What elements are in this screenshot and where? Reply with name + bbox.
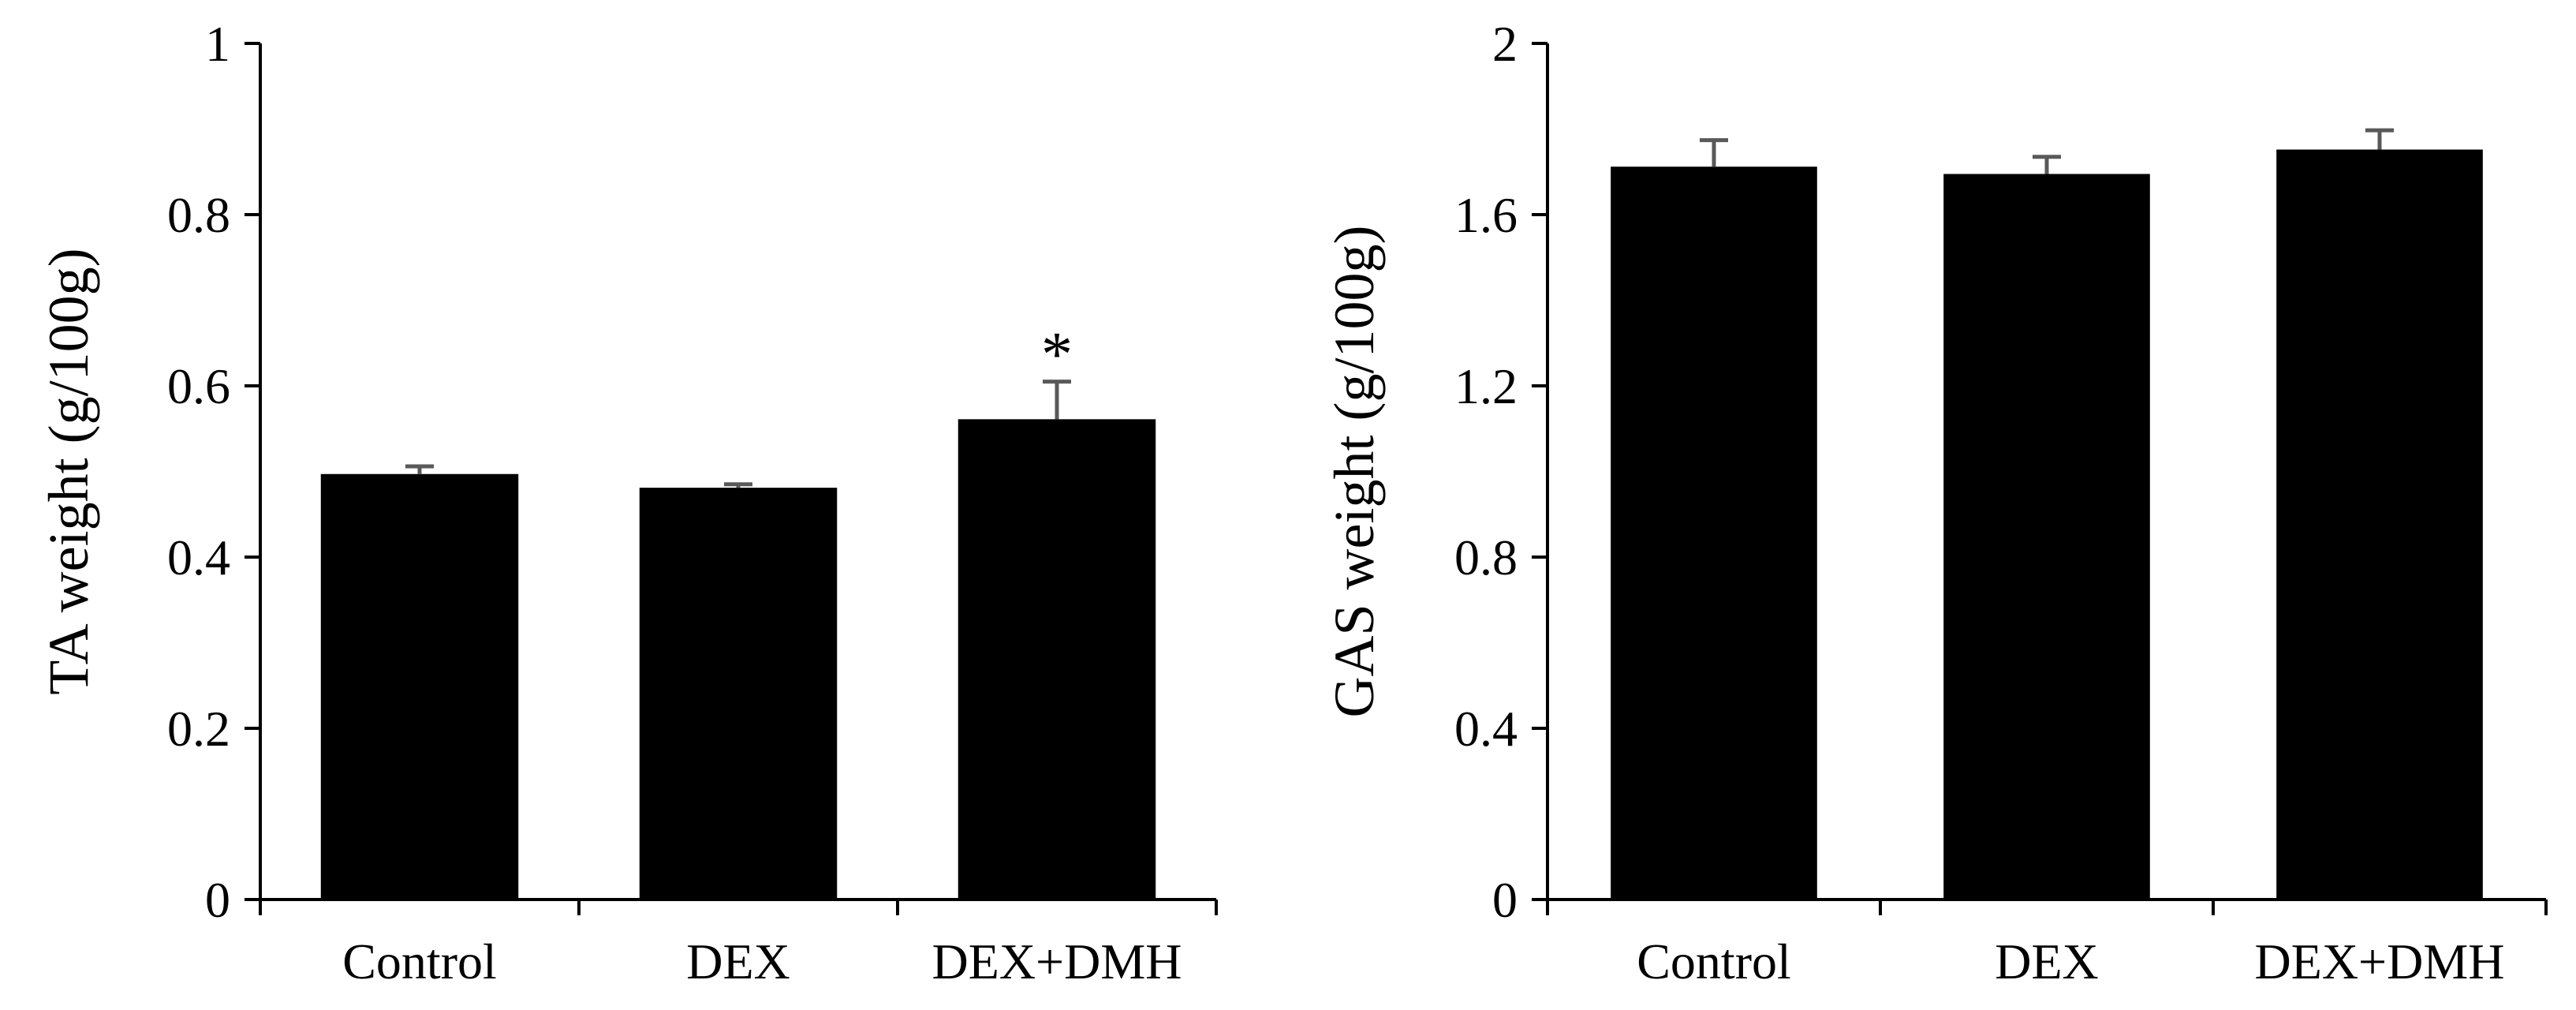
panel-1-category-label: DEX+DMH bbox=[932, 933, 1182, 989]
panel-2-category-label: DEX bbox=[1995, 933, 2099, 989]
panel-2-y-tick-label: 0.4 bbox=[1454, 701, 1518, 757]
panel-2-y-tick-label: 1.6 bbox=[1454, 187, 1518, 243]
panel-1-category-label: Control bbox=[342, 933, 497, 989]
panel-2-y-tick-label: 0.8 bbox=[1454, 529, 1518, 585]
panel-1-y-tick-label: 0 bbox=[205, 872, 230, 928]
panel-1-y-tick-label: 1 bbox=[205, 16, 230, 72]
panel-1-significance-marker: * bbox=[1041, 320, 1073, 390]
panel-1-y-tick-label: 0.4 bbox=[167, 529, 230, 585]
panel-2-category-label: Control bbox=[1637, 933, 1791, 989]
panel-1-bar bbox=[639, 488, 838, 900]
panel-2-y-axis-title: GAS weight (g/100g) bbox=[1323, 226, 1386, 718]
panel-1-category-label: DEX bbox=[686, 933, 790, 989]
panel-2-chart: 0 0.4 0.8 1.2 1.6 2 Control DEX DEX+DMH GAS weigh… bbox=[1323, 16, 2548, 989]
panel-2-category-label: DEX+DMH bbox=[2255, 933, 2505, 989]
panel-2-bar bbox=[2276, 149, 2483, 900]
panel-1-y-tick-label: 0.8 bbox=[167, 187, 230, 243]
panel-1-bar bbox=[320, 473, 519, 900]
panel-1-chart: 0 0.2 0.4 0.6 0.8 1 Control DEX DEX+DMH * TA weigh… bbox=[37, 16, 1218, 989]
panel-2-y-tick-label: 1.2 bbox=[1454, 358, 1518, 414]
panel-2-y-tick-label: 0 bbox=[1492, 872, 1518, 928]
panel-2-bar bbox=[1611, 166, 1817, 900]
panel-1-y-tick-label: 0.6 bbox=[167, 358, 230, 414]
panel-2-bar bbox=[1943, 174, 2150, 900]
panel-1-y-tick-label: 0.2 bbox=[167, 701, 230, 757]
panel-1-y-axis-title: TA weight (g/100g) bbox=[37, 248, 100, 694]
panel-1-bar bbox=[958, 419, 1156, 900]
panel-2-y-tick-label: 2 bbox=[1492, 16, 1518, 72]
